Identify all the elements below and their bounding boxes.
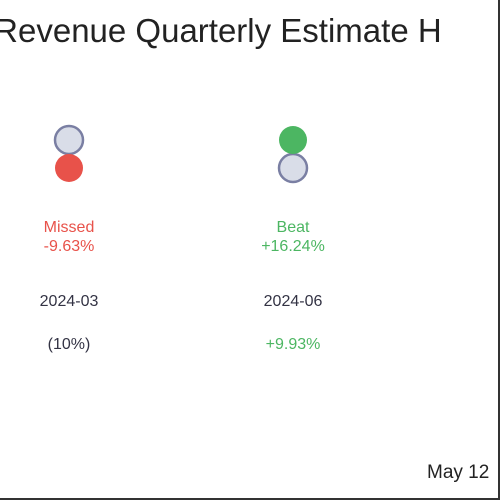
actual-marker-2024-06 — [279, 126, 307, 154]
growth-label-2024-03: (10%) — [48, 336, 91, 353]
actual-marker-2024-03 — [55, 154, 83, 182]
estimate-marker-2024-06 — [277, 152, 309, 184]
estimate-marker-2024-03 — [53, 124, 85, 156]
growth-label-2024-06: +9.93% — [266, 336, 321, 353]
chart-title: ) Revenue Quarterly Estimate H — [0, 12, 442, 49]
period-label-2024-03: 2024-03 — [40, 293, 99, 310]
surprise-label-2024-03: -9.63% — [44, 238, 95, 255]
surprise-label-2024-06: +16.24% — [261, 238, 325, 255]
result-label-2024-03: Missed — [44, 219, 95, 236]
result-label-2024-06: Beat — [277, 219, 310, 236]
frame-border-right — [498, 0, 500, 500]
footer-date: May 12 — [427, 462, 490, 483]
period-label-2024-06: 2024-06 — [264, 293, 323, 310]
frame-border-bottom — [0, 498, 500, 500]
